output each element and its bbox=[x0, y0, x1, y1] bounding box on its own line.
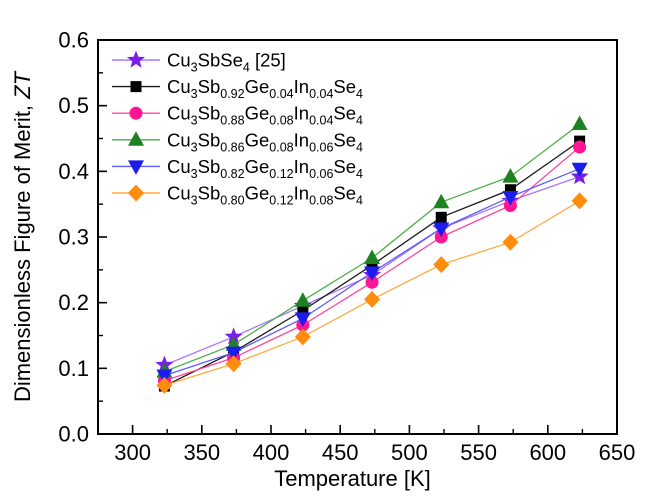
legend-marker-square bbox=[130, 81, 142, 93]
legend-label: Cu3Sb0.86Ge0.08In0.06Se4 bbox=[167, 129, 363, 154]
legend-marker-star bbox=[126, 50, 146, 68]
legend-label: Cu3Sb0.88Ge0.08In0.04Se4 bbox=[167, 103, 363, 128]
data-point-triangle-up bbox=[294, 292, 311, 307]
legend: Cu3SbSe4 [25]Cu3Sb0.92Ge0.04In0.04Se4Cu3… bbox=[112, 50, 363, 208]
y-axis-tick-label: 0.5 bbox=[58, 93, 89, 118]
y-axis-tick-label: 0.1 bbox=[58, 356, 89, 381]
data-point-diamond bbox=[156, 376, 173, 394]
data-point-triangle-down bbox=[571, 162, 588, 178]
x-axis-tick-label: 450 bbox=[322, 440, 359, 465]
x-axis-tick-label: 500 bbox=[391, 440, 428, 465]
data-point-diamond bbox=[364, 290, 381, 308]
data-point-circle bbox=[503, 198, 517, 212]
x-axis-tick-label: 550 bbox=[460, 440, 497, 465]
legend-entry-6: Cu3Sb0.80Ge0.12In0.08Se4 bbox=[112, 183, 363, 208]
data-point-triangle-up bbox=[433, 193, 450, 209]
legend-entry-5: Cu3Sb0.82Ge0.12In0.06Se4 bbox=[112, 156, 363, 181]
data-point-square bbox=[366, 259, 378, 271]
legend-entry-1: Cu3SbSe4 [25] bbox=[112, 50, 286, 75]
y-axis-title: Dimensionless Figure of Merit, ZT bbox=[10, 70, 35, 402]
legend-marker-diamond bbox=[128, 184, 144, 202]
data-point-diamond bbox=[433, 256, 450, 274]
data-point-triangle-up bbox=[364, 249, 381, 265]
data-point-triangle-down bbox=[156, 369, 173, 385]
series-6-diamond bbox=[156, 192, 588, 394]
data-point-circle bbox=[434, 230, 448, 244]
data-point-diamond bbox=[294, 328, 311, 346]
data-point-diamond bbox=[225, 355, 242, 373]
data-point-diamond bbox=[502, 233, 519, 251]
data-point-triangle-down bbox=[225, 346, 242, 362]
legend-entry-3: Cu3Sb0.88Ge0.08In0.04Se4 bbox=[112, 103, 363, 128]
legend-marker-triangle-up bbox=[128, 131, 144, 146]
x-axis-title: Temperature [K] bbox=[274, 466, 431, 491]
data-point-square bbox=[297, 305, 309, 317]
x-axis-tick-label: 300 bbox=[114, 440, 151, 465]
y-axis-tick-label: 0.6 bbox=[58, 28, 89, 53]
legend-marker-triangle-down bbox=[128, 160, 144, 175]
data-point-triangle-up bbox=[502, 168, 519, 183]
legend-label: Cu3SbSe4 [25] bbox=[167, 50, 286, 75]
data-point-triangle-down bbox=[433, 222, 450, 237]
y-axis-tick-label: 0.0 bbox=[58, 422, 89, 447]
x-axis-tick-label: 650 bbox=[599, 440, 636, 465]
data-point-circle bbox=[365, 275, 379, 289]
legend-label: Cu3Sb0.82Ge0.12In0.06Se4 bbox=[167, 156, 363, 181]
legend-label: Cu3Sb0.92Ge0.04In0.04Se4 bbox=[167, 76, 363, 101]
data-point-square bbox=[435, 211, 447, 223]
legend-entry-2: Cu3Sb0.92Ge0.04In0.04Se4 bbox=[112, 76, 363, 101]
x-axis-tick-label: 350 bbox=[183, 440, 220, 465]
legend-label: Cu3Sb0.80Ge0.12In0.08Se4 bbox=[167, 183, 363, 208]
data-point-circle bbox=[573, 140, 587, 154]
x-axis-tick-label: 600 bbox=[529, 440, 566, 465]
data-point-triangle-up bbox=[571, 115, 588, 131]
legend-marker-circle bbox=[129, 106, 143, 120]
x-axis-tick-label: 400 bbox=[253, 440, 290, 465]
y-axis-tick-label: 0.2 bbox=[58, 290, 89, 315]
y-axis-tick-label: 0.3 bbox=[58, 225, 89, 250]
y-axis-tick-label: 0.4 bbox=[58, 159, 89, 184]
data-point-square bbox=[504, 184, 516, 196]
data-point-triangle-down bbox=[364, 266, 381, 281]
series-5-triangle-down bbox=[156, 162, 588, 385]
data-point-star bbox=[224, 327, 243, 345]
data-point-triangle-down bbox=[502, 190, 519, 206]
legend-entry-4: Cu3Sb0.86Ge0.08In0.06Se4 bbox=[112, 129, 363, 154]
data-point-triangle-down bbox=[294, 312, 311, 327]
data-point-diamond bbox=[571, 192, 588, 210]
series-4-triangle-up bbox=[156, 115, 588, 378]
